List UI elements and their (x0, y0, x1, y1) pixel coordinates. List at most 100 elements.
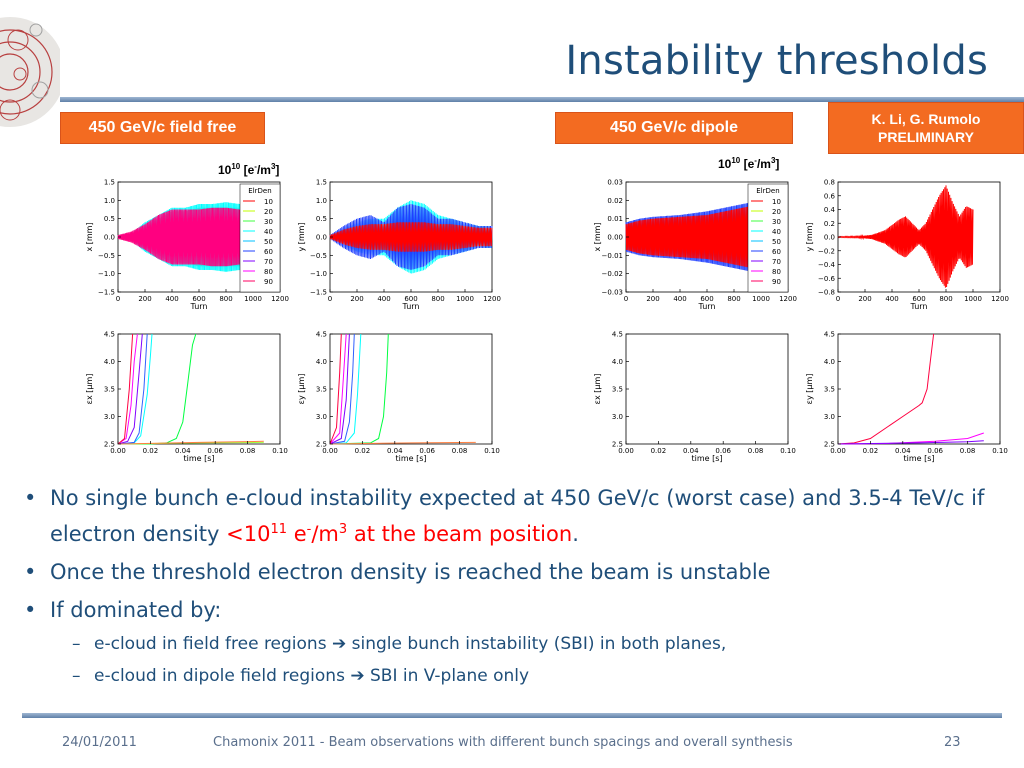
x-axis-label: Turn (190, 302, 208, 311)
plot-dipole-emit-x: 0.00 0.02 0.04 0.06 0.08 0.10 2.5 3.0 3.5 4.0 4.5 t… (593, 331, 796, 464)
bullet-list: • No single bunch e-cloud instability ex… (24, 482, 1014, 692)
density-unit-left: 1010 [e-/m3] (218, 162, 280, 177)
x-tick-label: 800 (219, 295, 232, 303)
title-divider (60, 97, 1024, 102)
y-tick-label: 0.03 (607, 179, 623, 187)
sub-bullet-item: – e-cloud in dipole field regions ➔ SBI … (24, 660, 1014, 692)
y-tick-label: −0.5 (310, 252, 327, 260)
y-tick-label: 3.5 (824, 386, 835, 394)
bullet-dot-icon: • (24, 598, 37, 622)
x-tick-label: 1000 (752, 295, 770, 303)
series-line (329, 333, 342, 445)
series-line (837, 440, 984, 445)
legend: ElrDen 10 20 30 40 50 60 70 80 90 (239, 183, 281, 293)
y-tick-label: 3.0 (824, 413, 835, 421)
y-tick-label: −0.2 (818, 247, 835, 255)
x-tick-label: 0.06 (927, 447, 943, 455)
y-tick-label: 3.5 (104, 386, 115, 394)
y-axis-label: y [mm] (805, 222, 814, 251)
series-line (329, 222, 493, 252)
x-tick-label: 0.04 (175, 447, 191, 455)
y-axis-label: y [mm] (297, 222, 306, 251)
y-tick-label: 0.01 (607, 215, 623, 223)
x-tick-label: 200 (350, 295, 363, 303)
y-axis-label: εy [μm] (297, 374, 306, 405)
plot-area: 0.00 0.02 0.04 0.06 0.08 0.10 2.5 3.0 3.5 4.0 4.5 t… (85, 331, 288, 464)
footer-page-number: 23 (944, 735, 961, 750)
x-tick-label: 200 (138, 295, 151, 303)
dash-icon: – (72, 634, 81, 654)
y-axis-label: x [mm] (85, 222, 94, 251)
y-tick-label: 4.0 (104, 358, 115, 366)
y-tick-label: −1.0 (310, 270, 327, 278)
x-tick-label: 0.10 (780, 447, 796, 455)
x-tick-label: 1200 (779, 295, 797, 303)
plot-area: 0.00 0.02 0.04 0.06 0.08 0.10 2.5 3.0 3.5 4.0 4.5 t… (297, 331, 500, 464)
x-tick-label: 0.04 (387, 447, 403, 455)
legend-entry: 40 (264, 228, 273, 236)
x-tick-label: 1000 (456, 295, 474, 303)
y-tick-label: 3.0 (104, 413, 115, 421)
series-line (329, 333, 362, 445)
legend-entry: 90 (264, 278, 273, 286)
x-tick-label: 0.10 (992, 447, 1008, 455)
y-tick-label: 1.0 (316, 197, 327, 205)
y-tick-label: 2.5 (612, 441, 623, 449)
plot-fieldfree-emit-x: 0.00 0.02 0.04 0.06 0.08 0.10 2.5 3.0 3.5 4.0 4.5 t… (85, 331, 288, 464)
series-line (329, 333, 355, 445)
x-tick-label: 400 (165, 295, 178, 303)
plot-area: 0 200 400 600 800 1000 1200 −1.5 −1.0 −0.5 0.0 0.5 1… (297, 179, 501, 312)
series-line (837, 333, 935, 445)
x-tick-label: 0.10 (272, 447, 288, 455)
plot-frame (625, 333, 789, 445)
y-axis-label: εy [μm] (805, 374, 814, 405)
y-tick-label: 4.5 (824, 331, 835, 339)
field-free-label: 450 GeV/c field free (60, 112, 265, 144)
series-line (329, 333, 350, 445)
y-tick-label: −0.01 (602, 252, 623, 260)
plot-area: 0.00 0.02 0.04 0.06 0.08 0.10 2.5 3.0 3.5 4.0 4.5 t… (593, 331, 796, 464)
dash-icon: – (72, 666, 81, 686)
legend-entry: 80 (772, 268, 781, 276)
slide-title: Instability thresholds (565, 38, 988, 84)
y-tick-label: −0.4 (818, 261, 836, 269)
x-tick-label: 400 (377, 295, 390, 303)
x-tick-label: 800 (939, 295, 952, 303)
y-tick-label: 0.5 (104, 215, 115, 223)
y-tick-label: 4.0 (824, 358, 835, 366)
x-tick-label: 0.00 (110, 447, 126, 455)
x-tick-label: 0.00 (618, 447, 634, 455)
y-axis-label: x [mm] (593, 222, 602, 251)
x-tick-label: 1000 (244, 295, 262, 303)
x-tick-label: 600 (700, 295, 713, 303)
series-line (837, 185, 974, 288)
legend-title: ElrDen (248, 187, 271, 195)
x-tick-label: 800 (727, 295, 740, 303)
x-axis-label: time [s] (183, 454, 214, 463)
x-tick-label: 0.04 (895, 447, 911, 455)
plot-dipole-x: 0 200 400 600 800 1000 1200 −0.03 −0.02 −0.01 0.00… (593, 179, 797, 312)
series-line (117, 333, 143, 445)
x-tick-label: 0.08 (240, 447, 256, 455)
x-tick-label: 600 (192, 295, 205, 303)
bullet-item: • If dominated by: (24, 594, 1014, 626)
x-axis-label: Turn (910, 302, 928, 311)
y-tick-label: 0.6 (824, 192, 836, 200)
bullet-item: • Once the threshold electron density is… (24, 556, 1014, 588)
footer-date: 24/01/2011 (62, 735, 137, 750)
x-tick-label: 0.06 (419, 447, 435, 455)
y-tick-label: 0.8 (824, 179, 835, 187)
y-tick-label: 1.5 (104, 179, 115, 187)
x-tick-label: 0.06 (207, 447, 223, 455)
x-tick-label: 0.10 (484, 447, 500, 455)
plot-area: 0 200 400 600 800 1000 1200 −1.5 −1.0 −0.5 0.0 0.5 1… (85, 179, 289, 312)
x-tick-label: 0.06 (715, 447, 731, 455)
x-tick-label: 0.08 (960, 447, 976, 455)
x-tick-label: 600 (404, 295, 417, 303)
series-line (329, 333, 347, 445)
y-tick-label: 0.4 (824, 206, 836, 214)
x-tick-label: 0 (624, 295, 628, 303)
x-tick-label: 0.04 (683, 447, 699, 455)
y-tick-label: 0.5 (316, 215, 327, 223)
plot-frame (837, 333, 1001, 445)
